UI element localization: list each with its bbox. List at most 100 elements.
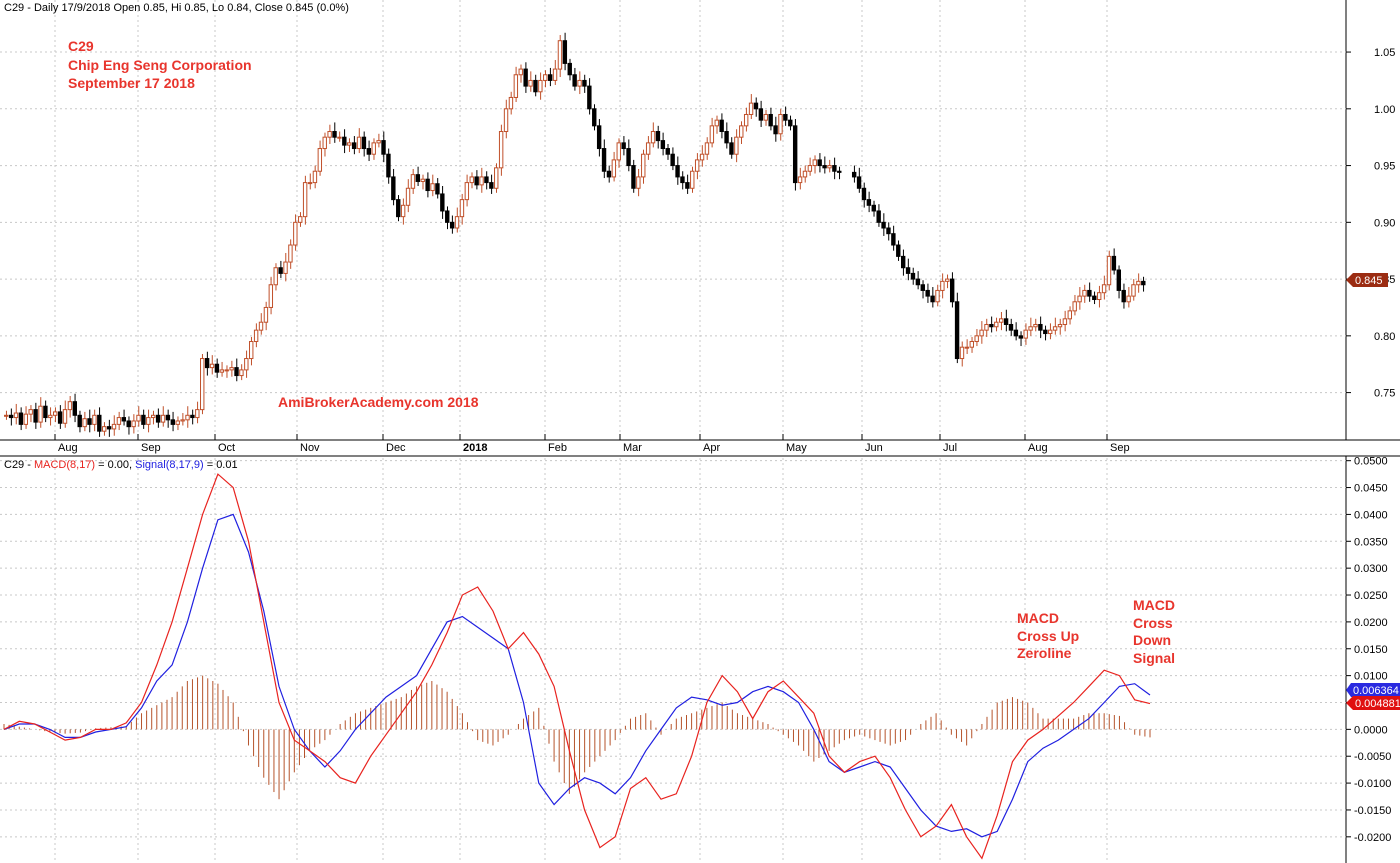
candle-body: [445, 210, 450, 223]
candle-body: [763, 113, 768, 121]
candle: [175, 416, 180, 431]
candle: [523, 62, 528, 93]
candle-body: [391, 176, 396, 201]
candle: [503, 99, 509, 139]
candle: [268, 276, 274, 315]
candle: [910, 267, 916, 285]
candle: [1028, 317, 1033, 336]
candle: [391, 168, 396, 206]
candle-body: [1057, 323, 1063, 328]
candle-body: [155, 414, 161, 423]
candle: [861, 182, 867, 208]
candle-body: [1101, 284, 1107, 294]
candle-body: [405, 187, 411, 206]
candle: [278, 260, 283, 278]
candle-body: [739, 125, 744, 138]
macd-header-value: = 0.00,: [95, 459, 135, 471]
candle: [748, 94, 754, 120]
candle: [729, 137, 734, 159]
macd-badge: 0.004881: [1346, 696, 1400, 710]
candle-body: [1043, 329, 1048, 335]
candle-body: [106, 426, 112, 430]
candle: [670, 147, 675, 171]
candle: [410, 168, 416, 194]
candle-body: [1077, 295, 1082, 303]
candle-body: [366, 148, 372, 155]
candle-body: [1092, 295, 1097, 301]
candle-body: [1111, 255, 1117, 271]
candle-body: [743, 113, 749, 127]
candle-body: [102, 426, 107, 432]
candle: [253, 323, 259, 348]
candle: [891, 225, 896, 251]
candle-body: [425, 178, 430, 192]
candle-body: [77, 414, 82, 428]
candle: [351, 136, 357, 155]
candle-body: [685, 182, 690, 189]
candle: [567, 58, 572, 81]
candle: [146, 409, 151, 433]
macd-line: [3, 473, 1151, 860]
month-tick-label: Oct: [218, 442, 235, 454]
candle: [38, 397, 43, 428]
candle: [298, 212, 303, 227]
candle: [87, 409, 92, 433]
candle-body: [1033, 323, 1038, 328]
price-grid: [0, 0, 1346, 440]
candle-body: [964, 346, 970, 349]
candle-body: [33, 409, 38, 423]
candle: [204, 351, 210, 376]
candle: [660, 132, 666, 156]
candle-body: [665, 148, 670, 155]
candle-body: [1028, 326, 1033, 331]
candle-body: [812, 159, 817, 167]
candle: [601, 139, 607, 179]
candle-body: [1136, 280, 1141, 286]
candle-body: [489, 182, 494, 189]
candle-body: [768, 113, 773, 127]
candle-body: [753, 102, 759, 110]
candle: [699, 145, 705, 167]
candle-body: [62, 409, 68, 424]
candle: [1018, 331, 1023, 347]
candle: [940, 273, 945, 299]
candle: [856, 167, 862, 193]
candle: [812, 155, 817, 174]
candle: [400, 198, 406, 225]
candle: [386, 148, 391, 184]
candle-body: [53, 411, 58, 416]
month-tick-label: Feb: [548, 442, 567, 454]
candle: [77, 410, 82, 433]
month-tick-label: Aug: [1028, 442, 1048, 454]
candle: [925, 283, 930, 303]
candle-body: [592, 108, 597, 127]
candle-body: [136, 414, 141, 422]
candle: [219, 361, 225, 377]
candle: [33, 402, 38, 429]
candle: [1131, 279, 1136, 301]
candle-body: [508, 96, 514, 110]
candle-body: [224, 369, 229, 372]
month-tick-label: Jul: [943, 442, 957, 454]
candle: [513, 66, 519, 102]
candle: [420, 174, 425, 190]
candle: [106, 419, 112, 437]
candle: [312, 165, 318, 189]
candle: [797, 167, 803, 190]
candle: [714, 115, 719, 134]
annotation-date: September 17 2018: [68, 75, 195, 91]
candle-body: [214, 363, 220, 373]
candle-body: [881, 221, 886, 229]
candle: [62, 400, 68, 428]
candle: [170, 411, 176, 432]
candle-body: [449, 221, 455, 229]
candle-body: [690, 170, 695, 189]
candle-body: [126, 420, 131, 428]
candle: [1092, 291, 1097, 305]
candle-body: [832, 165, 837, 172]
candle: [631, 159, 636, 193]
candle-body: [900, 255, 906, 269]
candle-body: [866, 199, 872, 206]
candle-body: [792, 125, 798, 184]
candle-body: [160, 414, 166, 423]
